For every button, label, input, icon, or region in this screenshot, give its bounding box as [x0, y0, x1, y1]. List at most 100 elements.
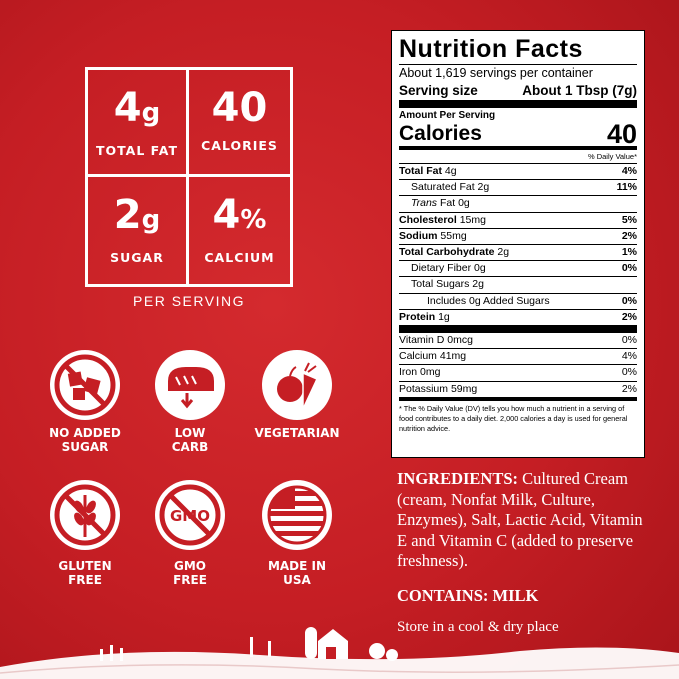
- nf-name: Cholesterol: [399, 214, 457, 226]
- nf-name: Total Carbohydrate: [399, 246, 495, 259]
- nf-amount: 55mg: [440, 229, 467, 242]
- nf-row: Sodium 55mg 2%: [399, 227, 637, 244]
- nf-amount: 4g: [444, 165, 457, 177]
- stat-value: 4%: [189, 191, 290, 244]
- stat-label: TOTAL FAT: [95, 143, 179, 158]
- nf-name: Dietary Fiber: [411, 262, 472, 275]
- nf-dv: 0%: [621, 334, 637, 347]
- nf-dv: 2%: [621, 382, 637, 395]
- nf-name: Total Fat: [399, 165, 442, 177]
- nf-calories: Calories 40: [399, 119, 637, 150]
- badge-icons: GMO: [50, 350, 332, 550]
- per-serving: PER SERVING: [133, 293, 245, 309]
- nf-name: Total Sugars: [411, 278, 470, 291]
- nf-name: Sodium: [399, 229, 438, 242]
- ingredients: INGREDIENTS: Cultured Cream (cream, Nonf…: [397, 469, 652, 572]
- nf-row: Cholesterol 15mg 5%: [399, 211, 637, 228]
- nf-name: Calcium: [399, 350, 437, 363]
- contains-text: MILK: [492, 585, 539, 605]
- badge-caption: NO ADDED SUGAR: [49, 426, 121, 454]
- stat-label: CALORIES: [201, 138, 278, 153]
- nf-row: Total Fat 4g 4%: [399, 164, 637, 179]
- icon-gmo-free: GMO: [155, 480, 225, 550]
- nf-row: Vitamin D 0mcg 0%: [399, 333, 637, 348]
- nf-amount: 2g: [477, 181, 490, 194]
- nf-dv: 0%: [621, 262, 637, 275]
- nf-title: Nutrition Facts: [399, 34, 637, 65]
- nf-amount: 0g: [458, 197, 470, 210]
- nf-row: Calcium 41mg 4%: [399, 348, 637, 364]
- nf-nutrient: Includes 0g Added Sugars: [399, 294, 550, 309]
- badge-caption: LOW CARB: [171, 426, 209, 454]
- stat-cell: 4g TOTAL FAT: [88, 70, 189, 177]
- nf-dv: 1%: [621, 246, 637, 259]
- storage: Store in a cool & dry place: [397, 619, 559, 635]
- nf-name: Cholesterol: [399, 213, 457, 226]
- nf-amount: 59mg: [450, 382, 478, 395]
- stat-cell: 2g SUGAR: [88, 177, 189, 284]
- nf-dv: 11%: [616, 181, 637, 194]
- value: 40: [606, 119, 637, 149]
- nf-nutrient: Trans Fat 0g: [399, 196, 470, 211]
- stat-number: 2: [113, 192, 142, 238]
- ingredients-text: Cultured Cream (cream, Nonfat Milk, Cult…: [397, 469, 643, 570]
- nf-name: Saturated Fat: [411, 181, 475, 194]
- nf-nutrient: Sodium 55mg: [399, 229, 467, 244]
- nf-name-italic: Trans: [411, 197, 438, 210]
- nf-dv: 0%: [621, 294, 637, 307]
- ingredients-label: INGREDIENTS:: [397, 469, 519, 488]
- nf-row: Total Sugars 2g: [399, 276, 637, 292]
- stat-unit: g: [141, 98, 161, 128]
- nf-name: Total Carbohydrate: [399, 246, 494, 258]
- nutrition-facts: Nutrition Facts About 1,619 servings per…: [391, 30, 645, 458]
- nf-row: Total Carbohydrate 2g 1%: [399, 244, 637, 260]
- nf-dv: 0%: [621, 366, 637, 379]
- nf-row: Includes 0g Added Sugars 0%: [399, 292, 637, 309]
- nf-nutrient: Vitamin D 0mcg: [399, 333, 473, 348]
- nf-serving-size: Serving size About 1 Tbsp (7g): [399, 82, 637, 108]
- ingredients-block: INGREDIENTS: Cultured Cream (cream, Nonf…: [397, 469, 652, 638]
- nf-amount: 0mcg: [447, 334, 473, 347]
- contains-label: CONTAINS:: [397, 585, 489, 605]
- icon-usa: [262, 480, 332, 550]
- stat-value: 40: [189, 84, 290, 132]
- nf-row: Saturated Fat 2g 11%: [399, 179, 637, 195]
- stat-unit: g: [141, 205, 161, 235]
- nf-rows: Total Fat 4g 4% Saturated Fat 2g 11% Trans F…: [399, 164, 637, 397]
- stats-grid: 4g TOTAL FAT 40 CALORIES 2g SUGAR 4% CALCIUM: [85, 67, 293, 287]
- nf-nutrient: Dietary Fiber 0g: [399, 261, 486, 276]
- nf-dv: 5%: [621, 213, 637, 226]
- icon-vegetarian: [262, 350, 332, 420]
- stat-unit: %: [240, 205, 267, 235]
- stat-cell: 40 CALORIES: [189, 70, 290, 177]
- nf-dv-header: % Daily Value*: [399, 150, 637, 164]
- nf-nutrient: Saturated Fat 2g: [399, 180, 489, 195]
- nf-row: Protein 1g 2%: [399, 308, 637, 334]
- nf-name: Vitamin D: [399, 334, 445, 347]
- nf-name: Protein: [399, 311, 435, 323]
- stat-label: CALCIUM: [204, 250, 275, 265]
- nf-nutrient: Total Sugars 2g: [399, 277, 484, 292]
- nf-name: Protein: [399, 310, 436, 323]
- nf-name: Fat: [439, 197, 456, 210]
- nf-dv: 2%: [621, 310, 637, 323]
- badge-caption: VEGETARIAN: [254, 426, 340, 440]
- stat-value: 4g: [88, 84, 186, 137]
- label: Calories: [399, 122, 482, 145]
- stat-value: 2g: [88, 191, 186, 244]
- nf-amount-per-serving: Amount Per Serving: [399, 110, 496, 121]
- nf-row: Iron 0mg 0%: [399, 364, 637, 380]
- nf-servings: About 1,619 servings per container: [399, 66, 593, 80]
- nf-amount: 2g: [497, 246, 510, 259]
- nf-amount: 2g: [472, 278, 484, 291]
- nf-amount: 0g: [474, 262, 486, 275]
- stat-number: 40: [211, 85, 268, 131]
- nf-amount: 0mg: [420, 366, 441, 379]
- icon-no-sugar: [50, 350, 120, 420]
- icon-gluten-free: [50, 480, 120, 550]
- badge-caption: GLUTEN FREE: [58, 559, 112, 587]
- nf-nutrient: Calcium 41mg: [399, 349, 466, 364]
- nf-name: Includes 0g Added Sugars: [427, 294, 550, 307]
